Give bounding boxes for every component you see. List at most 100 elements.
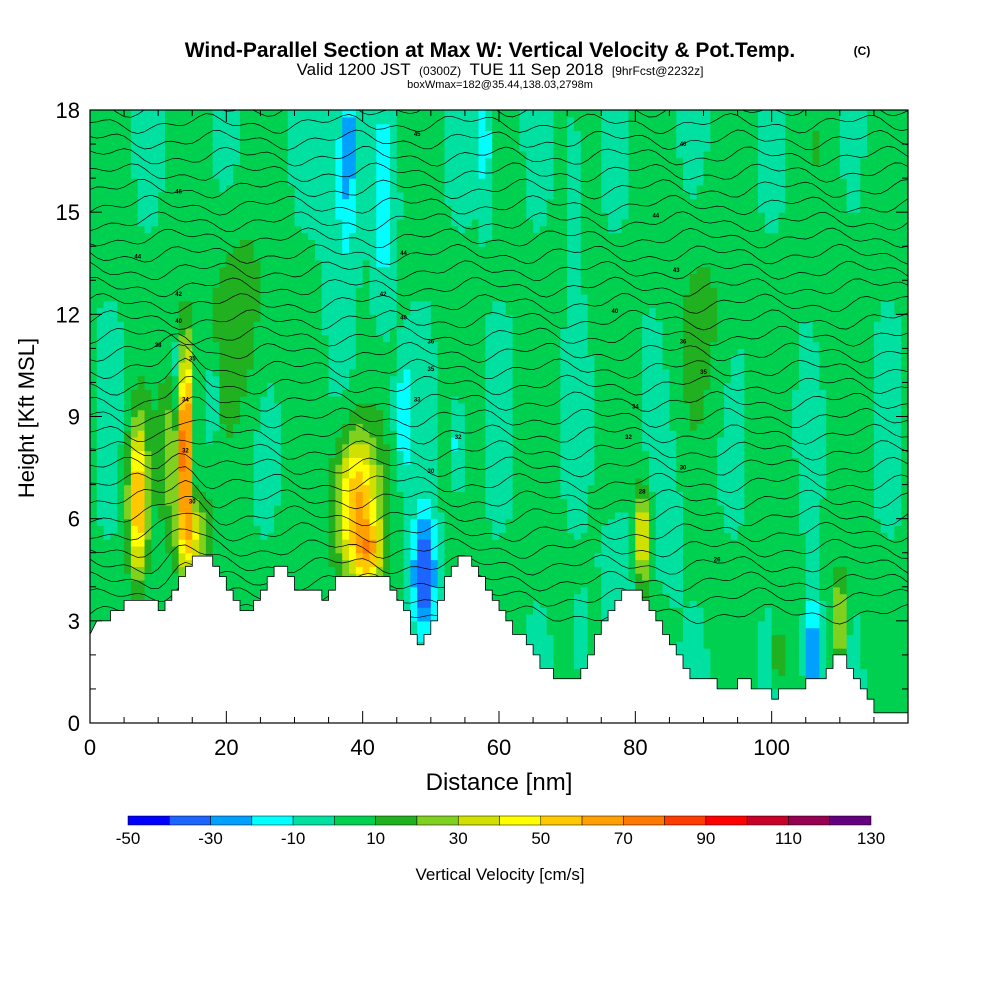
field-cell bbox=[90, 198, 98, 206]
field-cell bbox=[151, 416, 159, 424]
field-cell bbox=[103, 614, 112, 622]
field-cell bbox=[90, 579, 98, 588]
field-cell bbox=[158, 443, 166, 452]
field-cell bbox=[287, 484, 296, 493]
field-cell bbox=[205, 144, 214, 152]
field-cell bbox=[383, 191, 391, 200]
field-cell bbox=[328, 171, 336, 179]
field-cell bbox=[130, 498, 139, 506]
field-cell bbox=[287, 423, 296, 431]
field-cell bbox=[199, 341, 207, 349]
field-cell bbox=[226, 505, 234, 513]
field-cell bbox=[369, 518, 377, 527]
field-cell bbox=[226, 498, 234, 506]
field-cell bbox=[274, 334, 282, 343]
field-cell bbox=[226, 525, 234, 533]
field-cell bbox=[144, 355, 152, 363]
field-cell bbox=[274, 416, 282, 424]
field-cell bbox=[103, 436, 112, 445]
field-cell bbox=[233, 416, 241, 424]
field-cell bbox=[103, 123, 112, 132]
field-cell bbox=[164, 232, 173, 241]
field-cell bbox=[144, 457, 152, 465]
field-cell bbox=[335, 362, 343, 370]
field-cell bbox=[287, 375, 296, 384]
field-cell bbox=[185, 539, 193, 547]
field-cell bbox=[124, 545, 132, 554]
field-cell bbox=[130, 382, 139, 390]
field-cell bbox=[212, 205, 221, 213]
field-cell bbox=[274, 273, 282, 281]
field-cell bbox=[437, 498, 446, 506]
field-cell bbox=[117, 362, 125, 370]
field-cell bbox=[130, 123, 139, 132]
field-cell bbox=[335, 375, 343, 384]
field-cell bbox=[403, 559, 411, 567]
field-cell bbox=[137, 225, 146, 234]
field-cell bbox=[110, 430, 118, 438]
field-cell bbox=[369, 123, 377, 132]
field-cell bbox=[151, 423, 159, 431]
field-cell bbox=[308, 205, 316, 213]
field-cell bbox=[178, 402, 187, 411]
field-cell bbox=[185, 184, 193, 193]
field-cell bbox=[437, 409, 446, 418]
field-cell bbox=[424, 430, 432, 438]
field-cell bbox=[376, 396, 384, 404]
field-cell bbox=[205, 150, 214, 159]
field-cell bbox=[158, 539, 166, 547]
field-cell bbox=[335, 293, 343, 302]
field-cell bbox=[355, 259, 364, 268]
field-cell bbox=[226, 416, 234, 424]
field-cell bbox=[451, 327, 459, 336]
field-cell bbox=[260, 396, 268, 404]
field-cell bbox=[233, 566, 241, 574]
field-cell bbox=[410, 416, 418, 424]
field-cell bbox=[287, 518, 296, 527]
field-cell bbox=[403, 157, 411, 166]
field-cell bbox=[226, 464, 234, 472]
field-cell bbox=[246, 212, 255, 220]
field-cell bbox=[437, 232, 446, 241]
chart-subtitle-2: boxWmax=182@35.44,138.03,2798m bbox=[407, 79, 593, 91]
field-cell bbox=[117, 178, 125, 186]
field-cell bbox=[308, 416, 316, 424]
field-cell bbox=[90, 348, 98, 356]
field-cell bbox=[246, 552, 255, 561]
field-cell bbox=[410, 287, 418, 295]
field-cell bbox=[349, 423, 357, 431]
field-cell bbox=[349, 545, 357, 554]
field-cell bbox=[164, 539, 173, 547]
field-cell bbox=[212, 198, 221, 206]
field-cell bbox=[137, 573, 146, 581]
field-cell bbox=[389, 116, 398, 125]
field-cell bbox=[342, 355, 350, 363]
field-cell bbox=[96, 239, 105, 247]
field-cell bbox=[410, 144, 418, 152]
field-cell bbox=[130, 239, 139, 247]
field-cell bbox=[342, 144, 350, 152]
field-cell bbox=[151, 259, 159, 268]
field-cell bbox=[151, 198, 159, 206]
field-cell bbox=[417, 198, 425, 206]
field-cell bbox=[437, 246, 446, 254]
field-cell bbox=[246, 334, 255, 343]
field-cell bbox=[389, 150, 398, 159]
field-cell bbox=[164, 253, 173, 261]
field-cell bbox=[124, 525, 132, 533]
field-cell bbox=[362, 443, 371, 452]
field-cell bbox=[151, 300, 159, 309]
field-cell bbox=[205, 321, 214, 329]
field-cell bbox=[403, 150, 411, 159]
field-cell bbox=[321, 511, 330, 520]
field-cell bbox=[301, 144, 309, 152]
field-cell bbox=[185, 287, 193, 295]
field-cell bbox=[192, 300, 200, 309]
field-cell bbox=[239, 382, 248, 390]
field-cell bbox=[417, 225, 425, 234]
field-cell bbox=[274, 123, 282, 132]
field-cell bbox=[96, 470, 105, 479]
field-cell bbox=[151, 307, 159, 315]
field-cell bbox=[171, 402, 180, 411]
field-cell bbox=[396, 389, 405, 397]
